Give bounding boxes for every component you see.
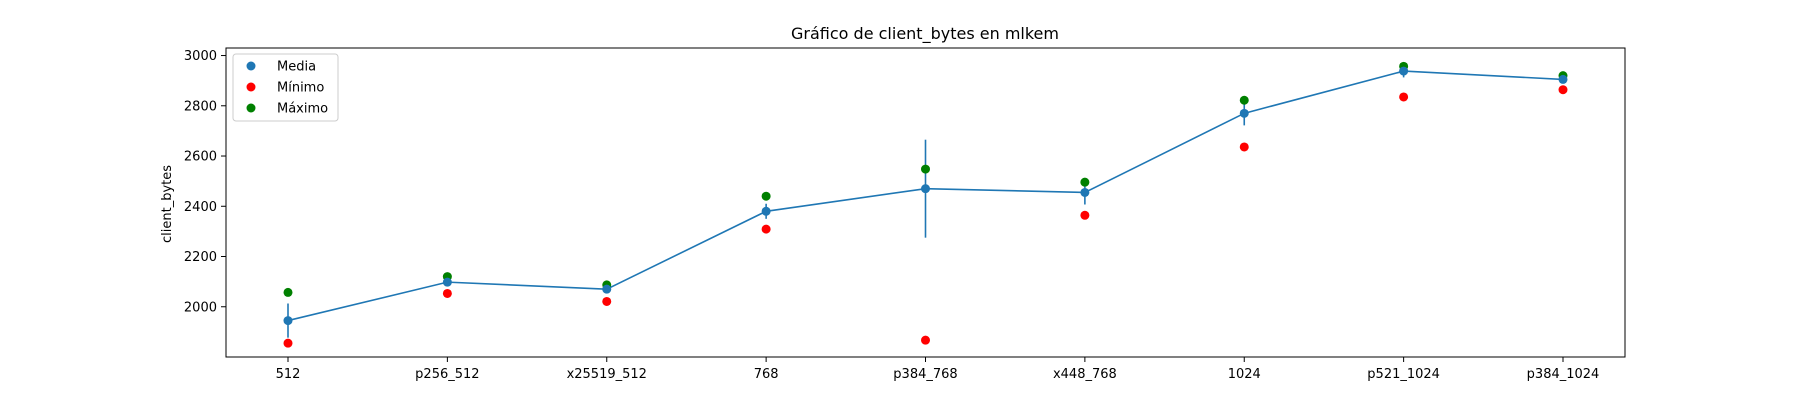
maximo-point (1080, 177, 1090, 187)
x-tick-label: 1024 (1228, 367, 1261, 382)
x-tick-label: p384_768 (893, 367, 957, 382)
media-point (602, 284, 612, 294)
x-tick-label: 512 (276, 367, 301, 382)
media-point (283, 316, 293, 326)
minimo-point (761, 224, 771, 234)
minimo-point (1399, 92, 1409, 102)
media-point (1558, 74, 1568, 84)
media-point (761, 206, 771, 216)
minimo-point (921, 335, 930, 345)
minimo-point (602, 296, 612, 306)
legend-marker (246, 103, 256, 113)
y-axis-label: client_bytes (160, 165, 175, 243)
maximo-point (761, 191, 771, 201)
legend-marker (246, 82, 256, 92)
minimo-point (1558, 85, 1568, 95)
media-point (442, 277, 452, 287)
media-point (1399, 66, 1409, 76)
y-tick-label: 2800 (184, 99, 217, 114)
minimo-point (1239, 142, 1249, 152)
legend-box (232, 53, 339, 122)
x-tick-label: x448_768 (1053, 367, 1117, 382)
maximo-point (1239, 95, 1249, 105)
x-tick-label: x25519_512 (567, 367, 647, 382)
x-tick-label: p256_512 (415, 367, 479, 382)
y-tick-label: 2200 (184, 250, 217, 265)
legend-label: Media (277, 60, 316, 75)
y-tick-label: 3000 (184, 49, 217, 64)
legend-label: Máximo (277, 102, 328, 117)
minimo-point (1080, 210, 1090, 220)
plot-area: 2000 2200 2400 2600 2800 3000 512 p256_512 x2551… (184, 47, 1626, 382)
maximo-point (283, 287, 293, 297)
media-point (1080, 187, 1090, 197)
legend-marker (246, 61, 256, 71)
legend-label: Mínimo (277, 81, 324, 96)
y-tick-label: 2000 (184, 300, 217, 315)
media-point (921, 184, 930, 194)
y-tick-label: 2400 (184, 200, 217, 215)
maximo-point (921, 164, 930, 174)
x-tick-label: 768 (754, 367, 779, 382)
y-tick-label: 2600 (184, 150, 217, 165)
minimo-point (442, 288, 452, 298)
media-point (1239, 108, 1249, 118)
x-tick-label: p384_1024 (1527, 367, 1600, 382)
x-tick-label: p521_1024 (1367, 367, 1440, 382)
legend: Media Mínimo Máximo (232, 53, 339, 122)
minimo-point (283, 338, 293, 348)
chart-title: Gráfico de client_bytes en mlkem (791, 24, 1059, 44)
